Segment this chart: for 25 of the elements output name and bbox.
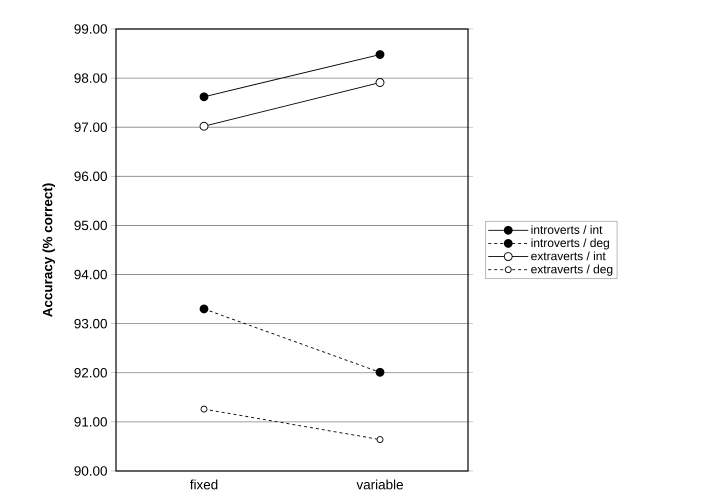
point: [200, 406, 208, 413]
point: [200, 92, 208, 102]
point: [376, 368, 384, 377]
legend-label: extraverts / int: [531, 251, 606, 260]
y-tick-label: 96.00: [74, 172, 107, 182]
y-tick-label: 92.00: [74, 368, 107, 378]
x-tick-label: variable: [356, 480, 403, 490]
y-tick-label: 95.00: [74, 220, 107, 230]
y-tick-label: 90.00: [74, 466, 107, 476]
y-tick-label: 93.00: [74, 318, 107, 328]
y-tick-label: 98.00: [74, 73, 107, 83]
x-tick-label: fixed: [190, 480, 218, 490]
point: [200, 304, 208, 314]
y-tick-label: 94.00: [74, 270, 107, 280]
legend-label: introverts / int: [531, 225, 602, 234]
point: [376, 50, 384, 59]
y-tick-label: 91.00: [74, 417, 107, 427]
y-tick-label: 99.00: [74, 24, 107, 34]
point: [200, 122, 208, 131]
point: [376, 436, 384, 443]
y-tick-label: 97.00: [74, 122, 107, 132]
legend-label: introverts / deg: [531, 238, 609, 250]
point: [376, 78, 384, 87]
legend-label: extraverts / deg: [531, 264, 612, 276]
y-axis-title: Accuracy (% correct): [42, 183, 55, 317]
